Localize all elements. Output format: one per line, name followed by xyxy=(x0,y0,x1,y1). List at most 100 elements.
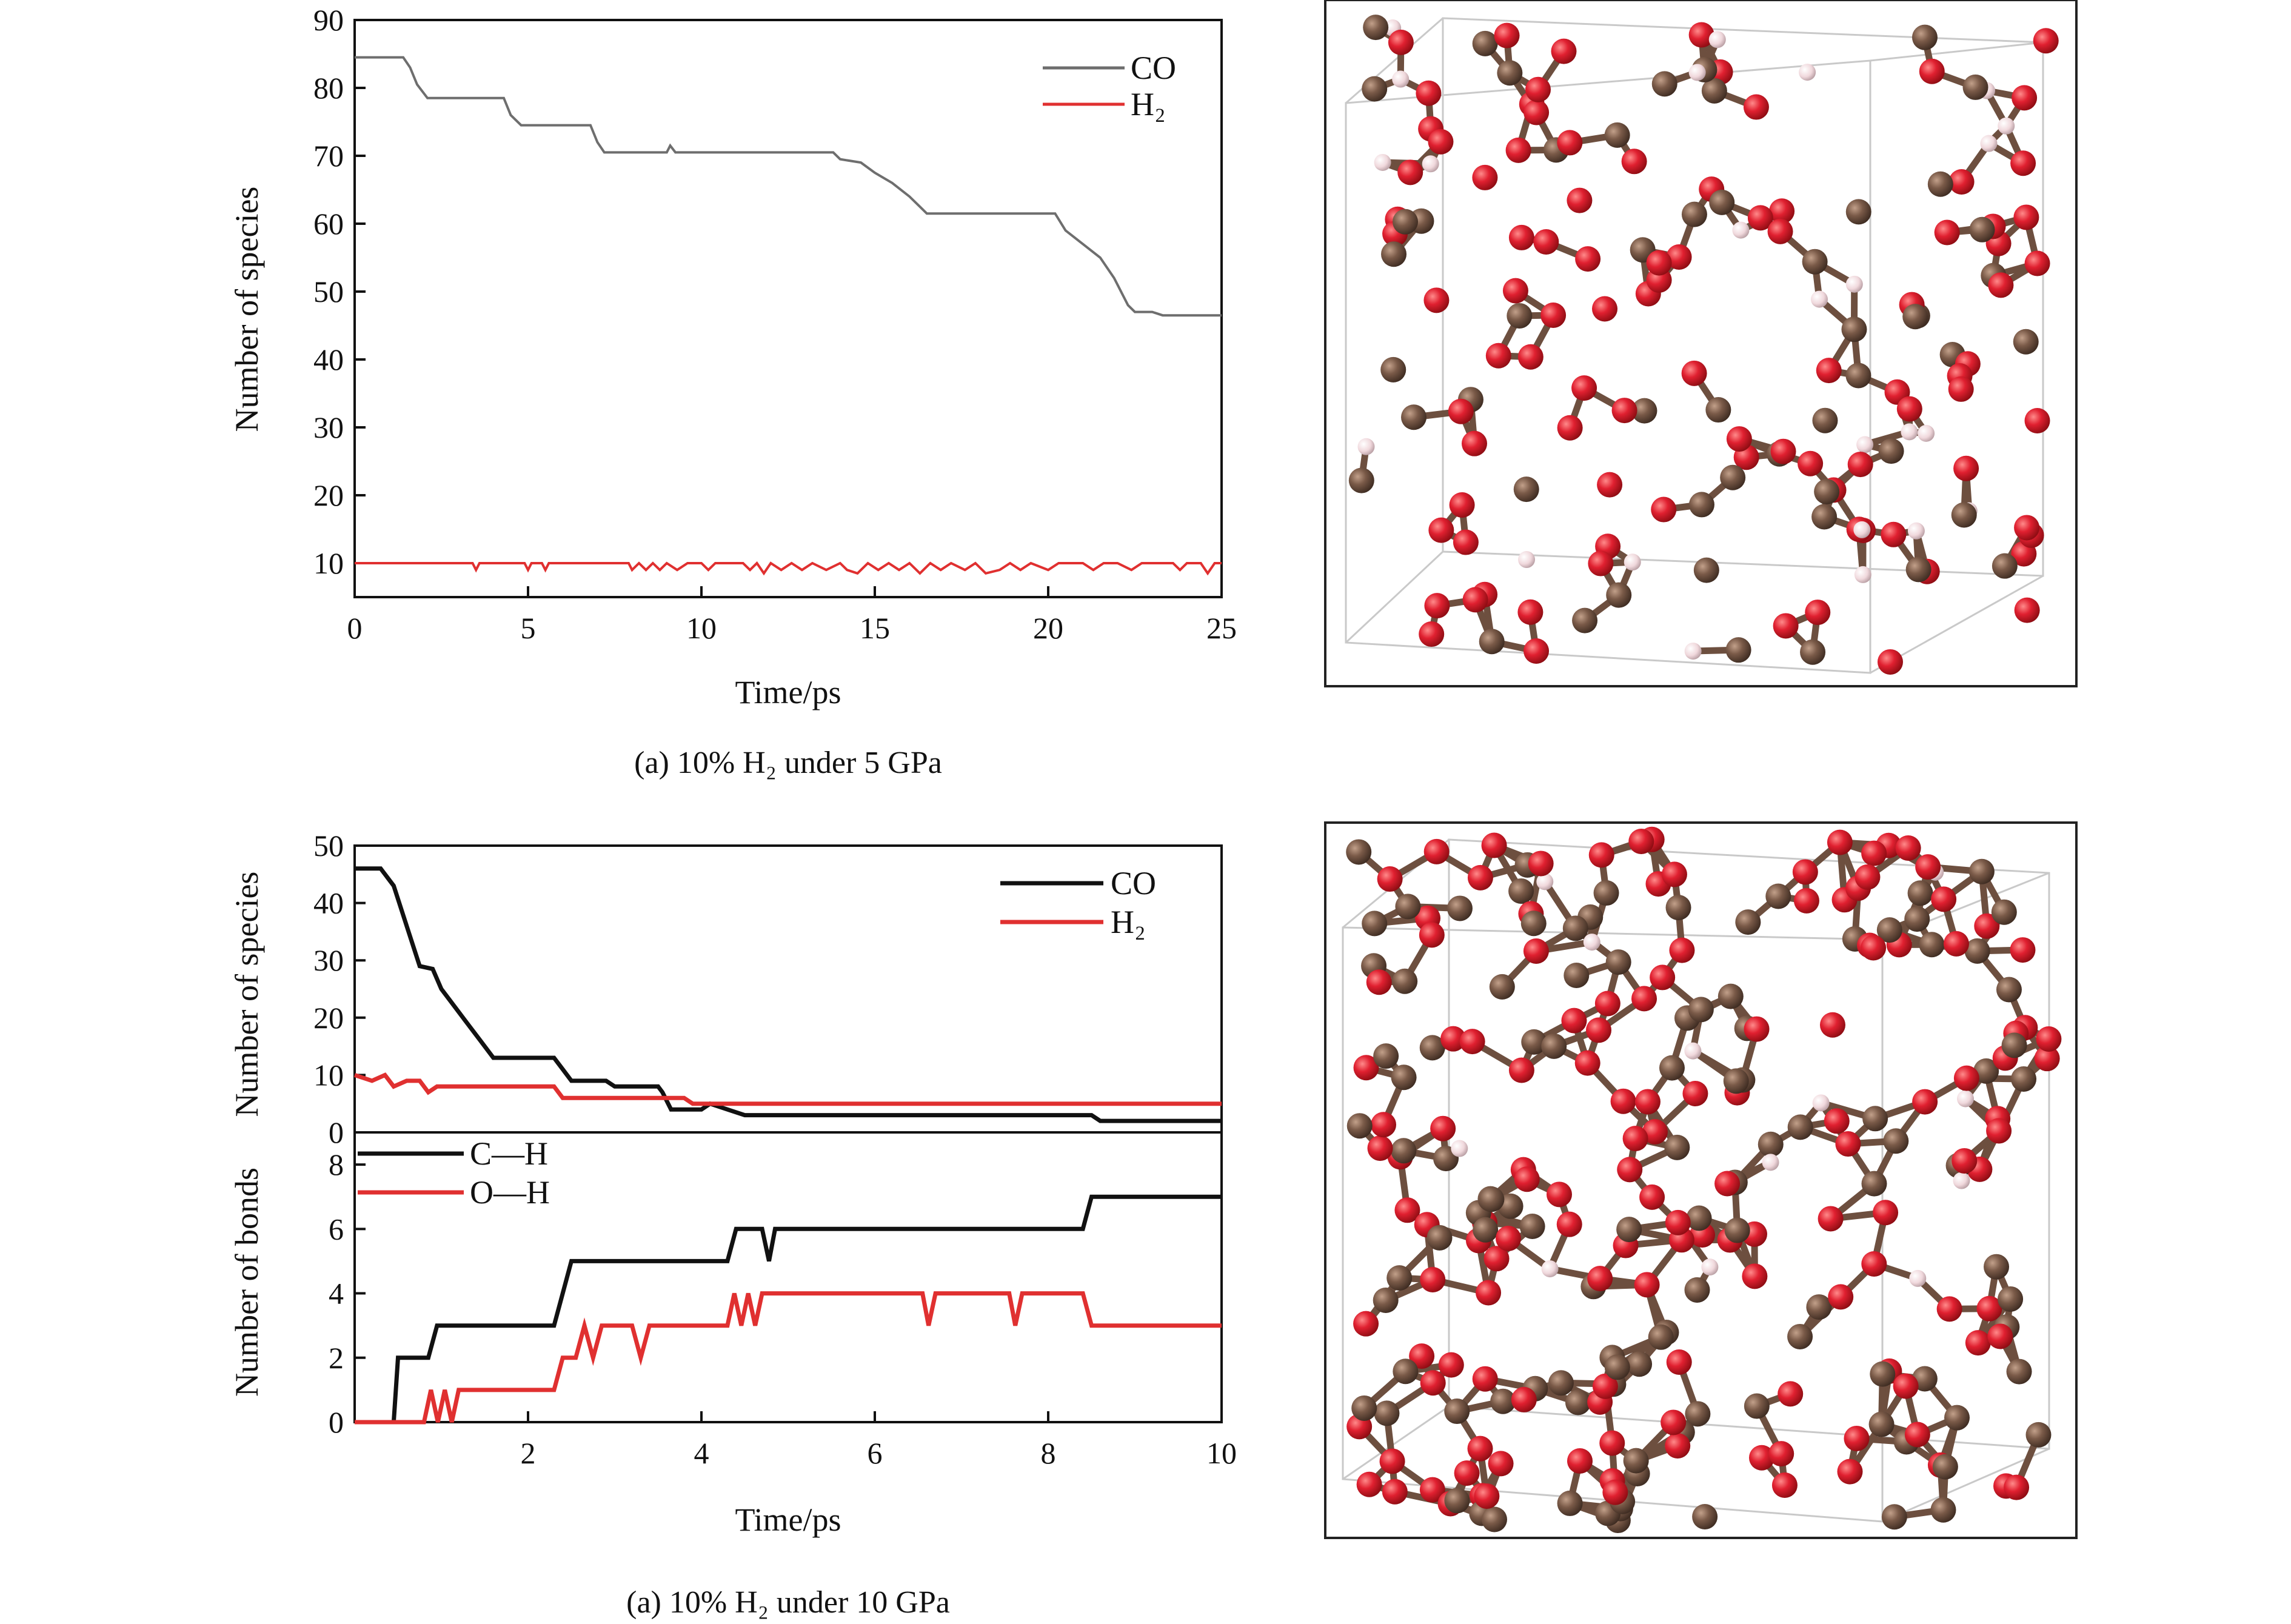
oxygen-atom xyxy=(1881,521,1907,547)
oxygen-atom xyxy=(2010,937,2036,963)
oxygen-atom xyxy=(1575,246,1601,272)
oxygen-atom xyxy=(1353,1311,1379,1337)
oxygen-atom xyxy=(1987,1323,2013,1349)
y-tick-label: 80 xyxy=(313,71,344,105)
hydrogen-atom xyxy=(1762,1154,1779,1171)
carbon-atom xyxy=(1969,216,1995,242)
oxygen-atom xyxy=(1714,1171,1741,1197)
oxygen-atom xyxy=(1726,426,1752,452)
oxygen-atom xyxy=(1514,1166,1540,1192)
oxygen-atom xyxy=(1770,438,1796,464)
oxygen-atom xyxy=(1837,1459,1863,1485)
hydrogen-atom xyxy=(1518,551,1536,569)
oxygen-atom xyxy=(1665,1433,1691,1459)
chart-bottom-upper-y-label: Number of species xyxy=(229,872,265,1117)
oxygen-atom xyxy=(1919,58,1945,84)
hydrogen-atom xyxy=(1688,64,1706,81)
hydrogen-atom xyxy=(1956,1090,1974,1108)
carbon-atom xyxy=(1447,895,1473,921)
carbon-atom xyxy=(1519,1214,1545,1240)
carbon-atom xyxy=(1911,24,1938,50)
oxygen-atom xyxy=(1650,964,1676,991)
carbon-atom xyxy=(1685,1401,1711,1427)
carbon-atom xyxy=(1386,1265,1413,1291)
oxygen-atom xyxy=(1988,272,2014,298)
carbon-atom xyxy=(1373,1287,1399,1313)
carbon-atom xyxy=(1393,209,1419,235)
legend-co-label: CO xyxy=(1131,50,1176,86)
carbon-atom xyxy=(1472,30,1498,56)
oxygen-atom xyxy=(2014,597,2040,623)
legend-co-label-b: CO xyxy=(1111,865,1156,901)
series-line-oh xyxy=(355,1291,1222,1425)
oxygen-atom xyxy=(1931,886,1957,912)
oxygen-atom xyxy=(1481,832,1507,858)
oxygen-atom xyxy=(1943,931,1969,957)
oxygen-atom xyxy=(2004,1474,2030,1500)
hydrogen-atom xyxy=(1853,521,1871,538)
oxygen-atom xyxy=(1353,1055,1379,1081)
carbon-atom xyxy=(1391,1064,1417,1091)
carbon-atom xyxy=(1373,1043,1399,1069)
hydrogen-atom xyxy=(1541,1260,1559,1278)
oxygen-atom xyxy=(1778,1381,1804,1407)
oxygen-atom xyxy=(1873,1200,1899,1226)
hydrogen-atom xyxy=(1953,1172,1970,1189)
oxygen-atom xyxy=(1419,922,1445,948)
oxygen-atom xyxy=(1592,1373,1618,1399)
oxygen-atom xyxy=(1976,1295,2002,1322)
oxygen-atom xyxy=(1525,76,1551,102)
y-tick-label: 0 xyxy=(329,1405,344,1439)
y-tick-label: 20 xyxy=(313,1001,344,1035)
oxygen-atom xyxy=(1948,376,1974,402)
oxygen-atom xyxy=(1488,1451,1514,1477)
chart-bottom-x-label: Time/ps xyxy=(735,1502,841,1538)
oxygen-atom xyxy=(1561,1007,1587,1034)
carbon-atom xyxy=(1631,398,1657,424)
hydrogen-atom xyxy=(1856,436,1874,453)
carbon-atom xyxy=(1681,201,1707,227)
y-tick-label: 4 xyxy=(329,1277,344,1311)
oxygen-atom xyxy=(1511,1386,1537,1412)
chart-top-x-label: Time/ps xyxy=(735,674,841,710)
oxygen-atom xyxy=(1688,22,1714,48)
chart-bottom-upper-y-ticks: 0 10 20 30 40 50 xyxy=(313,829,366,1149)
carbon-atom xyxy=(1481,1506,1507,1532)
carbon-atom xyxy=(1557,1490,1583,1516)
y-tick-label: 30 xyxy=(313,410,344,444)
carbon-atom xyxy=(1520,911,1547,937)
y-tick-label: 0 xyxy=(329,1115,344,1149)
carbon-atom xyxy=(1688,492,1714,518)
oxygen-atom xyxy=(1533,229,1559,255)
oxygen-atom xyxy=(1382,1479,1408,1505)
oxygen-atom xyxy=(1835,1131,1861,1157)
carbon-atom xyxy=(2025,1422,2052,1448)
oxygen-atom xyxy=(1567,1448,1593,1474)
oxygen-atom xyxy=(1828,1284,1854,1310)
oxygen-atom xyxy=(1449,492,1475,518)
oxygen-atom xyxy=(1462,587,1488,613)
oxygen-atom xyxy=(1610,1088,1636,1114)
oxygen-atom xyxy=(1749,1445,1775,1471)
oxygen-atom xyxy=(1467,864,1493,891)
carbon-atom xyxy=(1717,983,1744,1009)
x-tick-label: 2 xyxy=(521,1436,536,1470)
oxygen-atom xyxy=(1861,840,1887,866)
oxygen-atom xyxy=(1508,224,1534,250)
carbon-atom xyxy=(1723,1068,1749,1094)
oxygen-atom xyxy=(1768,1441,1794,1467)
x-tick-label: 10 xyxy=(686,611,717,645)
chart-bottom-lower-legend: C—H O—H xyxy=(358,1135,550,1211)
hydrogen-atom xyxy=(1998,117,2015,135)
oxygen-atom xyxy=(1367,1135,1393,1161)
carbon-atom xyxy=(1605,949,1631,975)
y-tick-label: 8 xyxy=(329,1148,344,1181)
carbon-atom xyxy=(1648,1324,1674,1350)
oxygen-atom xyxy=(1472,164,1498,190)
oxygen-atom xyxy=(1588,550,1614,576)
oxygen-atom xyxy=(1798,450,1824,476)
carbon-atom xyxy=(1604,122,1630,148)
hydrogen-atom xyxy=(1374,153,1391,171)
oxygen-atom xyxy=(1467,1435,1493,1462)
oxygen-atom xyxy=(1747,205,1773,231)
